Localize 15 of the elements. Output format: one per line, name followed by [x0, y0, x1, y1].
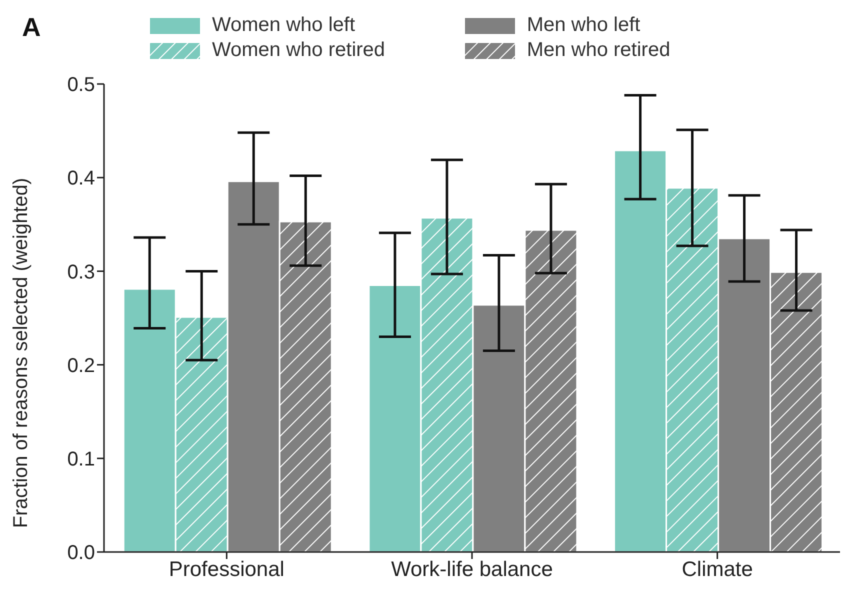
- chart-title: A: [22, 12, 41, 43]
- y-tick-label: 0.5: [67, 74, 95, 96]
- x-tick-label: Climate: [682, 558, 753, 581]
- y-tick-label: 0.3: [67, 261, 95, 284]
- x-tick-label: Work-life balance: [391, 558, 553, 581]
- y-axis-title: Fraction of reasons selected (weighted): [10, 178, 32, 528]
- y-tick-label: 0.1: [67, 448, 95, 470]
- y-tick-label: 0.4: [67, 168, 95, 190]
- y-tick-label: 0.2: [67, 354, 95, 377]
- legend-label: Men who retired: [526, 39, 670, 62]
- legend-label: Women who retired: [212, 39, 386, 62]
- x-tick-label: Professional: [168, 558, 284, 581]
- legend-label: Men who left: [526, 14, 640, 37]
- legend-label: Women who left: [212, 14, 356, 37]
- y-tick-label: 0.0: [67, 542, 95, 564]
